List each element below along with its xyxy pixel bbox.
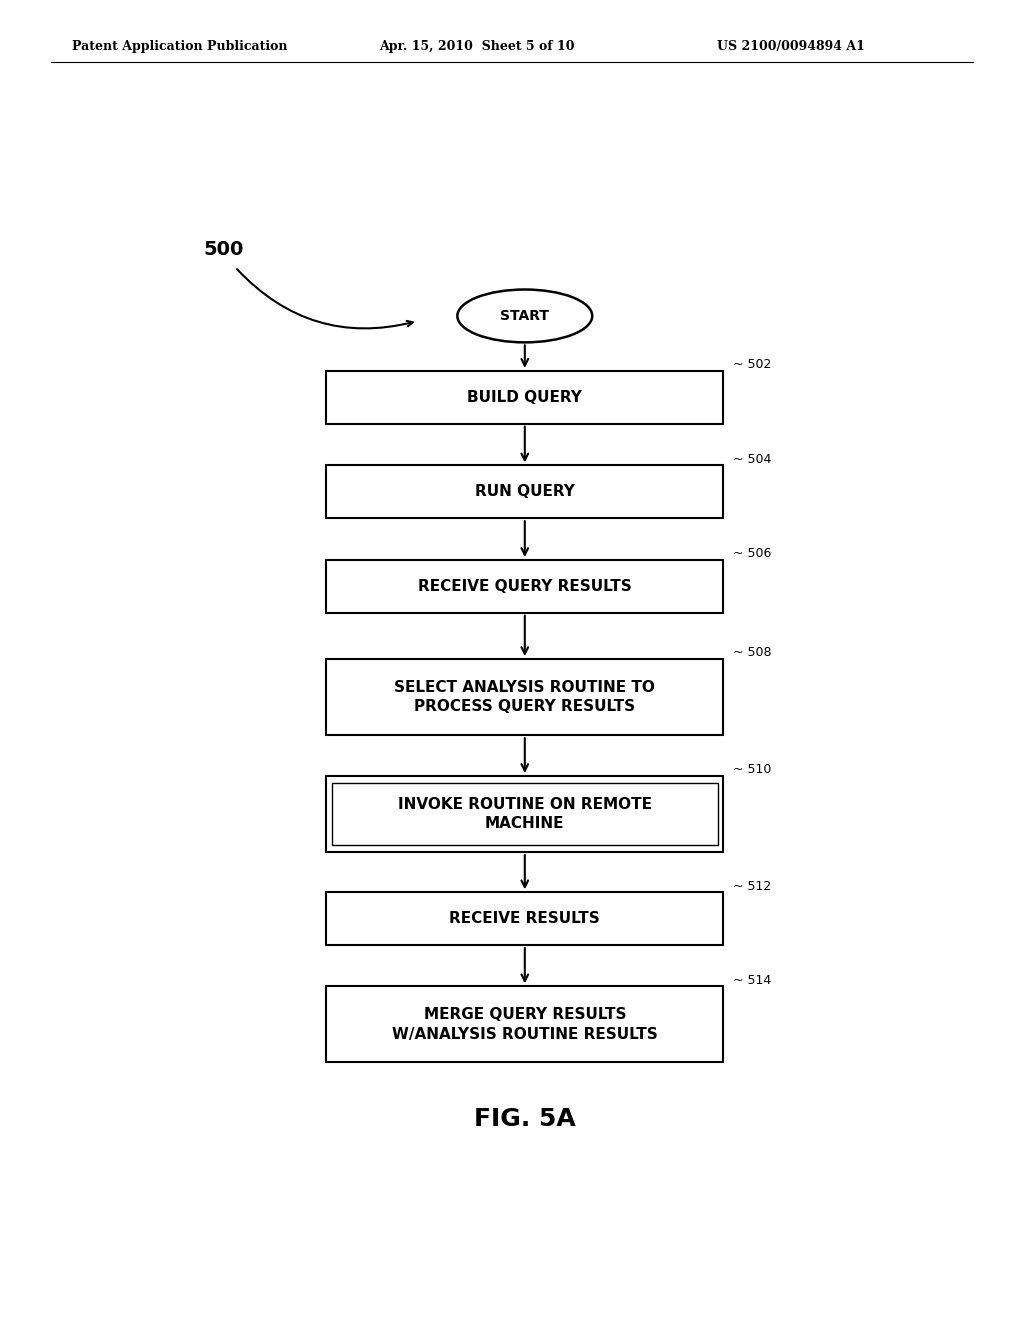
Text: START: START (501, 309, 549, 323)
Text: ~ 512: ~ 512 (733, 879, 771, 892)
Text: ~ 514: ~ 514 (733, 974, 771, 986)
Text: ~ 508: ~ 508 (733, 647, 771, 660)
Text: Patent Application Publication: Patent Application Publication (72, 40, 287, 53)
Bar (327, 892, 723, 945)
Bar (327, 560, 723, 612)
Text: 500: 500 (204, 240, 244, 259)
Text: US 2100/0094894 A1: US 2100/0094894 A1 (717, 40, 864, 53)
Text: RUN QUERY: RUN QUERY (475, 484, 574, 499)
Bar (327, 466, 723, 519)
Text: Apr. 15, 2010  Sheet 5 of 10: Apr. 15, 2010 Sheet 5 of 10 (379, 40, 574, 53)
Text: FIG. 5A: FIG. 5A (474, 1107, 575, 1131)
Ellipse shape (458, 289, 592, 342)
Bar (327, 659, 723, 735)
Bar (332, 783, 718, 845)
Text: MERGE QUERY RESULTS
W/ANALYSIS ROUTINE RESULTS: MERGE QUERY RESULTS W/ANALYSIS ROUTINE R… (392, 1007, 657, 1041)
Bar (327, 371, 723, 424)
Text: RECEIVE QUERY RESULTS: RECEIVE QUERY RESULTS (418, 578, 632, 594)
Text: SELECT ANALYSIS ROUTINE TO
PROCESS QUERY RESULTS: SELECT ANALYSIS ROUTINE TO PROCESS QUERY… (394, 680, 655, 714)
Text: ~ 510: ~ 510 (733, 763, 771, 776)
Bar (327, 986, 723, 1063)
Text: INVOKE ROUTINE ON REMOTE
MACHINE: INVOKE ROUTINE ON REMOTE MACHINE (397, 796, 652, 832)
Text: ~ 502: ~ 502 (733, 358, 771, 371)
Text: BUILD QUERY: BUILD QUERY (467, 389, 583, 405)
Text: ~ 504: ~ 504 (733, 453, 771, 466)
Text: ~ 506: ~ 506 (733, 548, 771, 560)
Text: RECEIVE RESULTS: RECEIVE RESULTS (450, 911, 600, 927)
Bar (327, 776, 723, 853)
